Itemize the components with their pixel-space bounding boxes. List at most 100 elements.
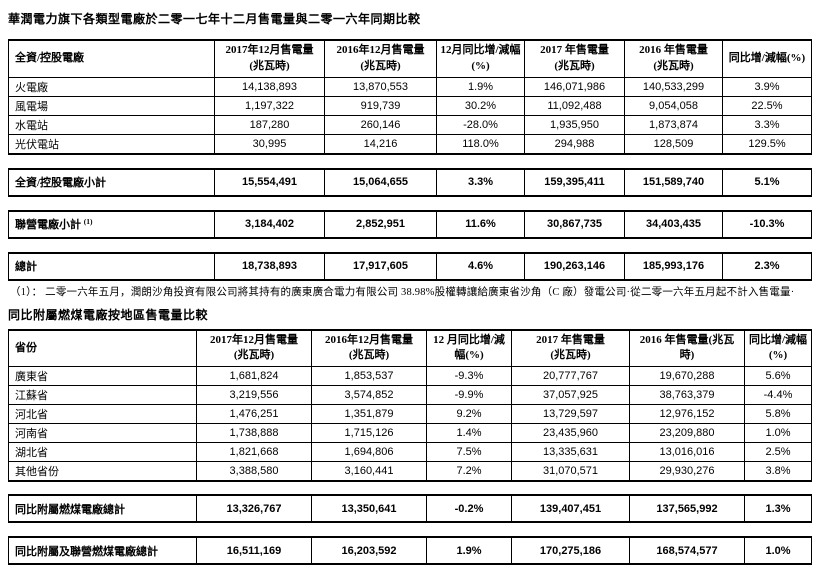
table-row-henan: 河南省 1,738,888 1,715,126 1.4% 23,435,960 …: [8, 423, 812, 444]
cell-value: 13,335,631: [511, 442, 630, 463]
header-row: 全資/控股電廠 2017年12月售電量 (兆瓦時) 2016年12月售電量 (兆瓦時…: [8, 39, 812, 78]
table-row-thermal: 火電廠 14,138,893 13,870,553 1.9% 146,071,9…: [8, 76, 812, 97]
sales-by-region-table: 省份 2017年12月售電量 (兆瓦時) 2016年12月售電量 (兆瓦時) 12 …: [8, 328, 812, 483]
footnote: （1）： 二零一六年五月，潤朗沙角投資有限公司將其持有的廣東廣合電力有限公司 3…: [10, 286, 795, 298]
row-label: 火電廠: [8, 76, 215, 97]
column-header-2016-dec: 2016年12月售電量 (兆瓦時): [311, 329, 427, 368]
subtotal-owned-plants-box: 全資/控股電廠小計 15,554,491 15,064,655 3.3% 159…: [8, 167, 812, 197]
cell-value: 5.6%: [744, 366, 812, 387]
column-header-2017-dec: 2017年12月售電量 (兆瓦時): [196, 329, 312, 368]
row-label: 光伏電站: [8, 133, 215, 154]
cell-value: 15,064,655: [324, 168, 437, 196]
cell-value: 187,280: [214, 114, 325, 135]
row-label: 同比附屬燃煤電廠總計: [8, 494, 197, 523]
cell-value: 1,694,806: [311, 442, 427, 463]
cell-value: 3.8%: [744, 461, 812, 482]
row-label: 聯營電廠小計 (1): [8, 210, 215, 238]
cell-value: 13,870,553: [324, 76, 437, 97]
cell-value: 3,184,402: [214, 210, 325, 238]
cell-value: -0.2%: [426, 494, 512, 523]
cell-value: 13,350,641: [311, 494, 427, 523]
cell-value: 185,993,176: [624, 252, 723, 280]
cell-value: 1,681,824: [196, 366, 312, 387]
table-row-other-provinces: 其他省份 3,388,580 3,160,441 7.2% 31,070,571…: [8, 461, 812, 482]
grand-total-box: 總計 18,738,893 17,917,605 4.6% 190,263,14…: [8, 251, 812, 281]
row-label: 廣東省: [8, 366, 197, 387]
row-label: 河南省: [8, 423, 197, 444]
cell-value: 3,388,580: [196, 461, 312, 482]
cell-value: 16,203,592: [311, 536, 427, 565]
row-label: 同比附屬及聯營燃煤電廠總計: [8, 536, 197, 565]
cell-value: 1.9%: [436, 76, 525, 97]
cell-value: 1.9%: [426, 536, 512, 565]
column-header-2016-dec: 2016年12月售電量 (兆瓦時): [324, 39, 437, 78]
cell-value: 9.2%: [426, 404, 512, 425]
cell-value: 3,160,441: [311, 461, 427, 482]
column-header-2017-year: 2017 年售電量 (兆瓦時): [511, 329, 630, 368]
cell-value: 170,275,186: [511, 536, 630, 565]
total-row: 同比附屬及聯營燃煤電廠總計 16,511,169 16,203,592 1.9%…: [8, 536, 812, 565]
cell-value: 294,988: [524, 133, 625, 154]
cell-value: -4.4%: [744, 385, 812, 406]
cell-value: 139,407,451: [511, 494, 630, 523]
cell-value: 14,138,893: [214, 76, 325, 97]
total-row: 同比附屬燃煤電廠總計 13,326,767 13,350,641 -0.2% 1…: [8, 494, 812, 523]
cell-value: 129.5%: [722, 133, 812, 154]
table-row-wind: 風電場 1,197,322 919,739 30.2% 11,092,488 9…: [8, 95, 812, 116]
header-row: 省份 2017年12月售電量 (兆瓦時) 2016年12月售電量 (兆瓦時) 12 …: [8, 329, 812, 368]
cell-value: 38,763,379: [629, 385, 745, 406]
cell-value: 4.6%: [436, 252, 525, 280]
cell-value: 5.8%: [744, 404, 812, 425]
column-header-dec-yoy: 12 月同比增/減 幅(%): [426, 329, 512, 368]
cell-value: 3,219,556: [196, 385, 312, 406]
cell-value: 30.2%: [436, 95, 525, 116]
cell-value: 12,976,152: [629, 404, 745, 425]
cell-value: 22.5%: [722, 95, 812, 116]
cell-value: 13,016,016: [629, 442, 745, 463]
column-header-2016-year: 2016 年售電量(兆瓦時): [629, 329, 745, 368]
footnote-ref-superscript: (1): [83, 217, 93, 226]
cell-value: 31,070,571: [511, 461, 630, 482]
cell-value: 919,739: [324, 95, 437, 116]
cell-value: 34,403,435: [624, 210, 723, 238]
cell-value: 118.0%: [436, 133, 525, 154]
cell-value: 1,853,537: [311, 366, 427, 387]
cell-value: 1.3%: [744, 494, 812, 523]
cell-value: 7.5%: [426, 442, 512, 463]
cell-value: 260,146: [324, 114, 437, 135]
cell-value: 190,263,146: [524, 252, 625, 280]
cell-value: 140,533,299: [624, 76, 723, 97]
row-label: 水電站: [8, 114, 215, 135]
cell-value: 1,935,950: [524, 114, 625, 135]
cell-value: 7.2%: [426, 461, 512, 482]
column-header-dec-yoy: 12月同比增/減幅 (%): [436, 39, 525, 78]
row-label: 河北省: [8, 404, 197, 425]
cell-value: 2.5%: [744, 442, 812, 463]
cell-value: 1.4%: [426, 423, 512, 444]
cell-value: 30,995: [214, 133, 325, 154]
cell-value: 1,351,879: [311, 404, 427, 425]
cell-value: 1,476,251: [196, 404, 312, 425]
cell-value: 23,435,960: [511, 423, 630, 444]
column-header-2016-year: 2016 年售電量(兆瓦時): [624, 39, 723, 78]
table-row-jiangsu: 江蘇省 3,219,556 3,574,852 -9.9% 37,057,925…: [8, 385, 812, 406]
column-header-year-yoy: 同比增/減幅(%): [744, 329, 812, 368]
row-label: 其他省份: [8, 461, 197, 482]
column-header-2017-year: 2017 年售電量 (兆瓦時): [524, 39, 625, 78]
cell-value: 168,574,577: [629, 536, 745, 565]
row-label: 風電場: [8, 95, 215, 116]
cell-value: -9.3%: [426, 366, 512, 387]
subsidiary-coal-total-box: 同比附屬燃煤電廠總計 13,326,767 13,350,641 -0.2% 1…: [8, 494, 812, 524]
cell-value: 15,554,491: [214, 168, 325, 196]
cell-value: 151,589,740: [624, 168, 723, 196]
cell-value: -10.3%: [722, 210, 812, 238]
cell-value: 17,917,605: [324, 252, 437, 280]
table-row-solar: 光伏電站 30,995 14,216 118.0% 294,988 128,50…: [8, 133, 812, 154]
cell-value: 37,057,925: [511, 385, 630, 406]
section1-title: 華潤電力旗下各類型電廠於二零一七年十二月售電量與二零一六年同期比較: [8, 12, 421, 26]
column-header-province: 省份: [8, 329, 197, 368]
row-label: 江蘇省: [8, 385, 197, 406]
cell-value: 3.9%: [722, 76, 812, 97]
cell-value: 1,197,322: [214, 95, 325, 116]
